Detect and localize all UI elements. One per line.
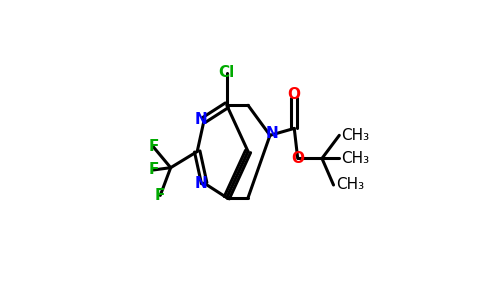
Text: CH₃: CH₃ — [342, 128, 370, 143]
Text: F: F — [155, 188, 166, 203]
Text: CH₃: CH₃ — [342, 151, 370, 166]
Text: CH₃: CH₃ — [336, 178, 364, 193]
Text: O: O — [291, 151, 304, 166]
Text: O: O — [288, 87, 301, 102]
Text: N: N — [195, 112, 208, 128]
Text: N: N — [266, 125, 279, 140]
Text: Cl: Cl — [219, 65, 235, 80]
Text: F: F — [148, 140, 159, 154]
Text: F: F — [148, 163, 159, 178]
Text: N: N — [195, 176, 208, 190]
